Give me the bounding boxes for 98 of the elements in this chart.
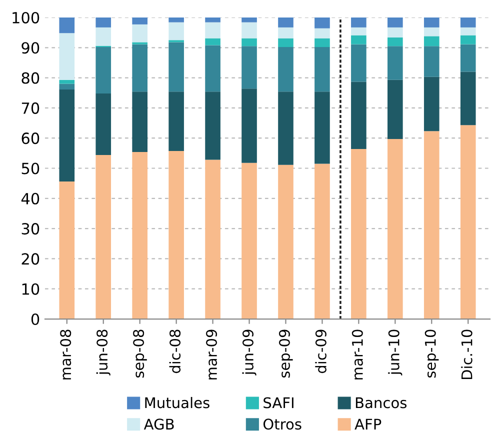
- bar: [96, 154, 112, 320]
- bar: [460, 125, 476, 320]
- bar: [132, 152, 148, 320]
- y-tick-label: 60: [22, 132, 40, 144]
- bar: [278, 17, 294, 28]
- bar: [460, 27, 476, 36]
- bar: [168, 92, 184, 152]
- bar: [242, 17, 257, 22]
- y-tick-label: 20: [22, 253, 40, 265]
- bar: [168, 17, 184, 22]
- x-tick-label: dic-08: [169, 330, 181, 374]
- bar: [242, 22, 257, 38]
- y-tick-label: 30: [22, 223, 40, 235]
- bar: [205, 160, 220, 320]
- bar: [460, 35, 476, 44]
- x-tick-label: mar-09: [206, 330, 218, 380]
- bar: [351, 148, 366, 320]
- y-tick-label: 90: [22, 42, 40, 54]
- bar: [59, 17, 75, 34]
- bar: [460, 72, 476, 126]
- bar: [388, 17, 403, 28]
- bar: [278, 164, 294, 320]
- bar: [424, 36, 440, 46]
- x-tick-label: dic-09: [315, 330, 326, 374]
- x-tick-label: sep-08: [133, 330, 147, 378]
- bar: [351, 17, 366, 28]
- bar: [351, 82, 366, 149]
- bar: [278, 47, 294, 92]
- y-tick-label: 0: [31, 313, 40, 326]
- bar: [242, 88, 257, 163]
- bar: [96, 27, 112, 46]
- bar: [424, 131, 440, 320]
- bar: [314, 38, 330, 48]
- bar: [205, 17, 220, 22]
- bar: [242, 162, 257, 320]
- bar: [424, 46, 440, 77]
- bar: [388, 37, 403, 46]
- legend-label: AFP: [354, 418, 382, 430]
- bar: [168, 22, 184, 40]
- y-tick-label: 50: [22, 162, 40, 174]
- bar: [132, 24, 148, 42]
- bar: [59, 84, 75, 90]
- bar: [205, 38, 220, 46]
- bar: [388, 80, 403, 139]
- x-tick-label: mar-10: [352, 330, 363, 380]
- bar: [242, 46, 257, 89]
- bar: [168, 42, 184, 92]
- bar: [278, 27, 294, 38]
- y-tick-label: 100: [12, 12, 40, 24]
- bar: [388, 138, 403, 320]
- bar: [424, 76, 440, 132]
- bar: [205, 92, 220, 160]
- legend-label: Bancos: [356, 397, 407, 408]
- bar: [351, 27, 366, 36]
- bar: [59, 90, 75, 182]
- bar: [424, 17, 440, 28]
- bar: [314, 28, 330, 38]
- x-tick-label: jun-10: [388, 330, 402, 376]
- y-tick-label: 10: [22, 283, 40, 295]
- bar: [460, 44, 476, 72]
- x-tick-label: sep-10: [424, 330, 439, 378]
- bar: [314, 47, 330, 92]
- legend-label: Otros: [263, 418, 302, 430]
- bar: [96, 93, 112, 155]
- bar: [132, 92, 148, 152]
- bar: [314, 92, 330, 164]
- legend-label: Mutuales: [145, 396, 210, 408]
- x-tick-label: mar-08: [60, 330, 72, 380]
- bar: [242, 38, 257, 46]
- bar: [59, 33, 75, 80]
- bar: [388, 46, 403, 80]
- bar: [278, 38, 294, 48]
- bar: [460, 17, 476, 28]
- bar: [205, 45, 220, 92]
- legend-label: AGB: [144, 418, 174, 430]
- bar: [351, 44, 366, 82]
- legend-label: SAFI: [264, 397, 294, 408]
- y-tick-label: 70: [22, 102, 40, 114]
- bar: [424, 27, 440, 36]
- bar: [351, 35, 366, 44]
- bar: [314, 17, 330, 28]
- bar: [96, 17, 112, 28]
- bar: [168, 151, 184, 320]
- bar: [314, 164, 330, 320]
- x-tick-label: jun-09: [242, 330, 256, 376]
- bar: [132, 17, 148, 24]
- bar: [278, 92, 294, 165]
- x-tick-label: jun-08: [96, 330, 110, 376]
- y-tick-label: 80: [22, 72, 40, 84]
- x-tick-label: Dic.-10: [461, 330, 472, 380]
- bar: [59, 182, 75, 320]
- x-tick-label: sep-09: [278, 330, 293, 378]
- bar: [205, 22, 220, 38]
- bar: [132, 44, 148, 92]
- bar: [59, 80, 75, 84]
- bar: [388, 27, 403, 38]
- bar: [96, 47, 112, 94]
- y-tick-label: 40: [21, 192, 40, 204]
